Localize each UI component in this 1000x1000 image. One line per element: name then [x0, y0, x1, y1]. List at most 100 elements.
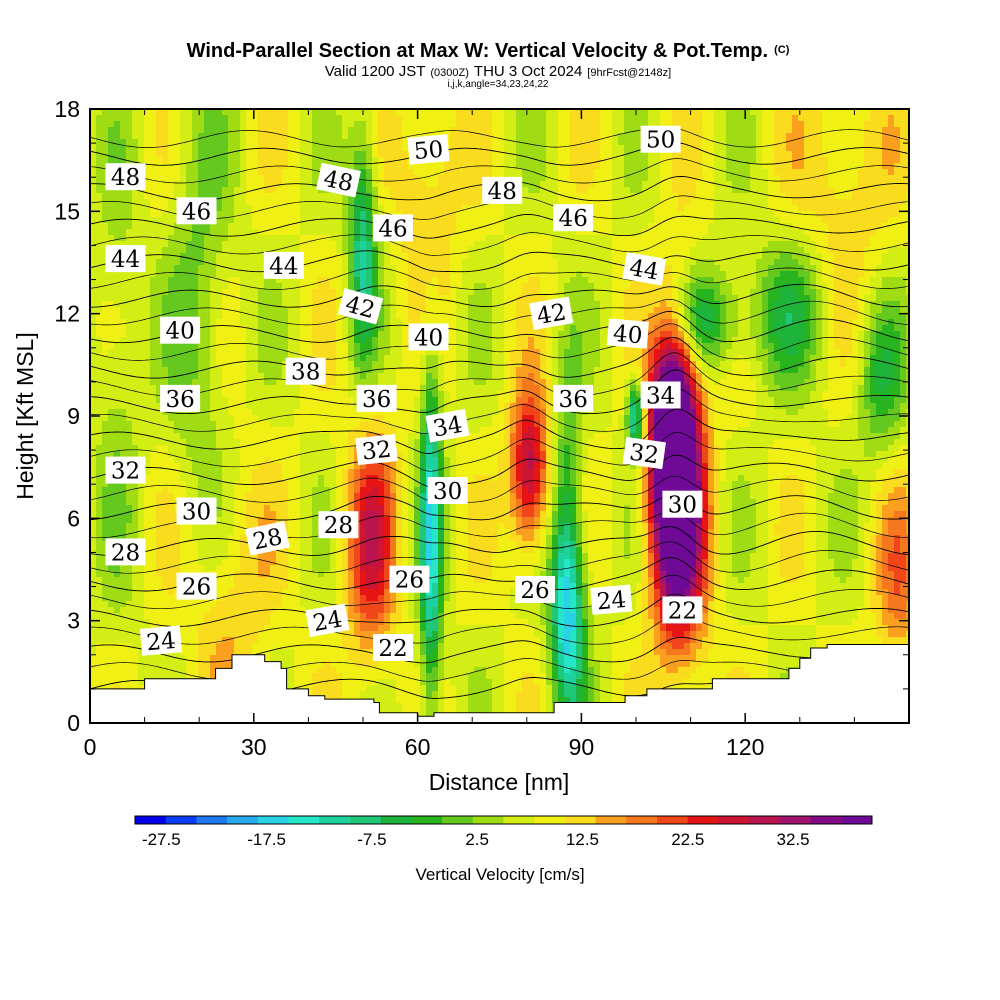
- isentrope-50: [90, 141, 909, 166]
- colorbar-tick-label: 22.5: [671, 830, 704, 849]
- y-tick-label: 12: [54, 301, 80, 327]
- colorbar-swatch: [718, 816, 750, 824]
- contour-label-48: 48: [482, 176, 523, 205]
- chart-params: i,j,k,angle=34,23,24,22: [448, 79, 549, 90]
- vertical-velocity-field: [90, 109, 909, 723]
- isentrope-32: [90, 454, 909, 488]
- isentrope-30: [90, 494, 909, 521]
- contour-label-44: 44: [622, 252, 667, 286]
- colorbar-swatch: [810, 816, 842, 824]
- contour-label-46: 46: [553, 204, 594, 232]
- colorbar-tick-label: -17.5: [247, 830, 286, 849]
- colorbar-swatch: [841, 816, 873, 824]
- contour-label-44: 44: [263, 251, 304, 280]
- x-tick-label: 60: [405, 734, 431, 760]
- isentrope-26: [90, 557, 909, 592]
- plot-area: 48 46 44 44 40 38 36 32 30 28 28 28 26 24 24 22 26 30 34 32…: [90, 109, 909, 723]
- isentrope-46: [90, 213, 909, 239]
- contour-label-32: 32: [355, 434, 398, 466]
- y-axis-label: Height [Kft MSL]: [12, 332, 38, 499]
- contour-label-40: 40: [408, 323, 449, 352]
- isentrope-mid-28: [90, 511, 909, 539]
- contour-label-36: 36: [553, 384, 594, 413]
- x-tick-label: 0: [84, 734, 97, 760]
- y-tick-label: 15: [54, 198, 80, 224]
- colorbar-swatch: [442, 816, 474, 824]
- isentrope-36: [90, 369, 909, 415]
- chart-title: Wind-Parallel Section at Max W: Vertical…: [187, 40, 790, 62]
- isentrope-mid-38: [90, 323, 909, 361]
- y-tick-label: 0: [67, 710, 80, 736]
- colorbar-swatch: [319, 816, 351, 824]
- colorbar-swatch: [257, 816, 289, 824]
- contour-label-22: 22: [373, 634, 413, 662]
- isentrope-28: [90, 526, 909, 556]
- colorbar-frame: [134, 815, 873, 825]
- isentrope-mid-40: [90, 298, 909, 326]
- isentrope-38: [90, 336, 909, 379]
- contour-label-28: 28: [318, 511, 359, 539]
- colorbar-swatch: [779, 816, 811, 824]
- colorbar-swatch: [288, 816, 320, 824]
- colorbar-swatch: [411, 816, 443, 824]
- contour-label-50: 50: [407, 134, 450, 165]
- contour-labels: 48 46 44 44 40 38 36 32 30 28 28 28 26 24 24 22 26 30 34 32…: [105, 125, 703, 662]
- isentrope-mid-26: [90, 541, 909, 574]
- y-tick-label: 18: [54, 96, 80, 122]
- colorbar-tick-label: 2.5: [465, 830, 489, 849]
- colorbar-swatch: [196, 816, 228, 824]
- isentrope-mid-36: [90, 352, 909, 397]
- isentrope-mid-48: [90, 158, 909, 184]
- contour-label-24: 24: [305, 603, 350, 637]
- colorbar-swatch: [165, 816, 197, 824]
- colorbar-tick-label: -7.5: [357, 830, 386, 849]
- contour-label-30: 30: [176, 497, 217, 526]
- isentrope-mid-42: [90, 267, 909, 290]
- contour-label-46: 46: [373, 214, 413, 242]
- isentrope-22: [90, 636, 909, 664]
- potential-temperature-contours: [90, 126, 909, 699]
- isentrope-mid-24: [90, 574, 909, 610]
- chart-subtitle: Valid 1200 JST (0300Z) THU 3 Oct 2024 [9hrF…: [325, 63, 671, 80]
- colorbar-swatch: [749, 816, 781, 824]
- colorbar-tick-label: 32.5: [776, 830, 809, 849]
- isentrope-24: [90, 593, 909, 627]
- colorbar-swatch: [472, 816, 504, 824]
- isentrope-44: [90, 250, 909, 273]
- colorbar-swatch: [687, 816, 719, 824]
- colorbar-swatch: [380, 816, 412, 824]
- isentrope-34: [90, 408, 909, 454]
- contour-label-44: 44: [105, 245, 146, 273]
- subtitle-utc: (0300Z): [430, 67, 469, 79]
- colorbar-tick-label: -27.5: [142, 830, 181, 849]
- isentrope-mid-44: [90, 232, 909, 256]
- contour-label-32: 32: [622, 436, 666, 469]
- contour-label-22: 22: [662, 596, 703, 624]
- y-tick-label: 6: [67, 505, 80, 531]
- contour-label-36: 36: [356, 384, 397, 413]
- contour-label-46: 46: [176, 197, 217, 225]
- y-tick-label: 9: [67, 403, 80, 429]
- contour-label-38: 38: [285, 357, 326, 386]
- terrain: [90, 644, 909, 723]
- contour-label-34: 34: [640, 381, 681, 410]
- x-axis: 0 30 60 90 120: [84, 109, 855, 760]
- colorbar-swatch: [626, 816, 658, 824]
- isentrope-mid-34: [90, 388, 909, 435]
- colorbar-swatch: [657, 816, 689, 824]
- colorbar-tick-label: 12.5: [566, 830, 599, 849]
- x-tick-label: 30: [241, 734, 267, 760]
- colorbar-swatch: [349, 816, 381, 824]
- isentrope-mid-50: [90, 126, 909, 148]
- contour-label-34: 34: [425, 408, 470, 443]
- x-tick-label: 120: [726, 734, 764, 760]
- x-axis-label: Distance [nm]: [429, 769, 570, 795]
- contour-label-26: 26: [389, 565, 430, 594]
- contour-label-36: 36: [160, 384, 201, 413]
- contour-label-30: 30: [662, 490, 703, 519]
- y-axis: 0 36 9 12 15 18: [54, 96, 909, 736]
- colorbar-swatch: [135, 816, 167, 824]
- contour-label-40: 40: [160, 316, 201, 345]
- contour-label-50: 50: [640, 125, 681, 154]
- colorbar-swatch: [564, 816, 596, 824]
